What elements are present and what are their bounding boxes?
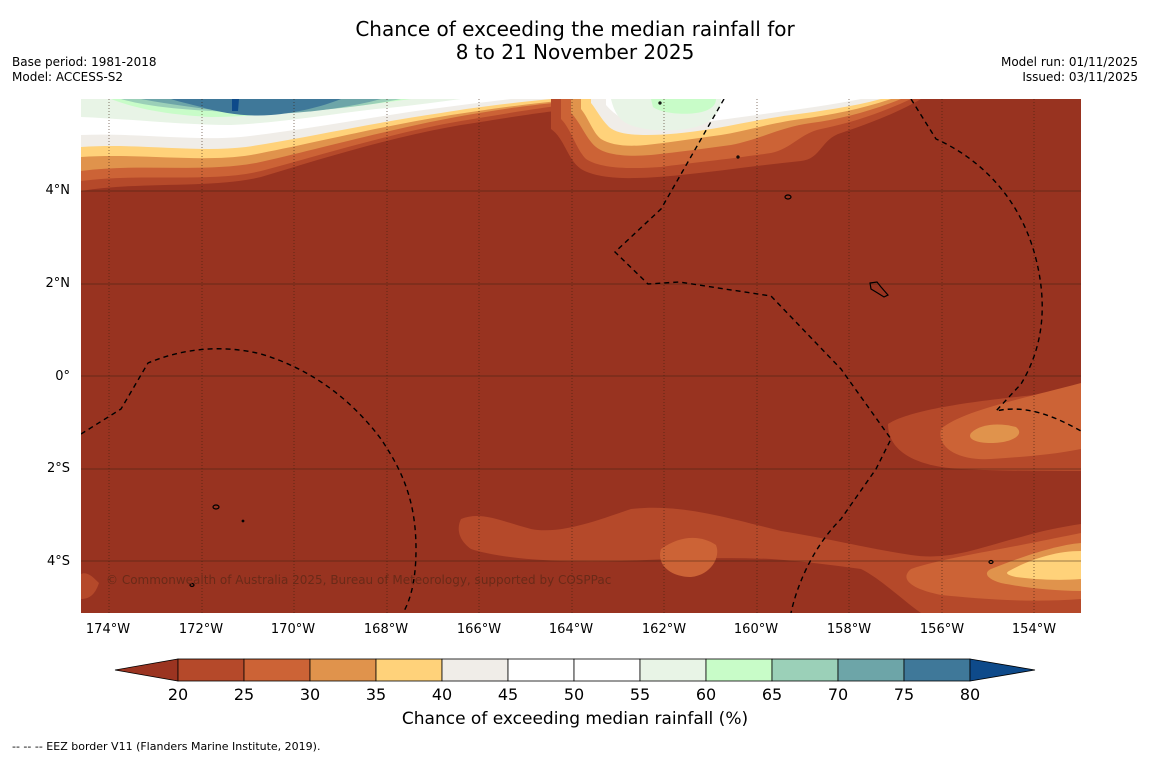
rainfall-map: [81, 99, 1081, 613]
lon-label-168w: 168°W: [363, 622, 409, 637]
east-equatorial-contours: [888, 383, 1081, 471]
colorbar-tick-70: 70: [827, 685, 849, 704]
colorbar-tick-20: 20: [167, 685, 189, 704]
issued-date: Issued: 03/11/2025: [1022, 70, 1138, 84]
lon-label-166w: 166°W: [456, 622, 502, 637]
north-contours: [81, 99, 641, 191]
colorbar-bin-20-25: [177, 658, 245, 682]
lat-label-4s: 4°S: [46, 554, 70, 569]
colorbar-bin-30-35: [309, 658, 377, 682]
colorbar-bin-65-70: [771, 658, 839, 682]
colorbar-bin-60-65: [705, 658, 773, 682]
colorbar-tick-65: 65: [761, 685, 783, 704]
lat-label-0: 0°: [55, 369, 70, 384]
colorbar-tick-35: 35: [365, 685, 387, 704]
colorbar-label: Chance of exceeding median rainfall (%): [401, 709, 749, 729]
colorbar: [114, 658, 1036, 682]
colorbar-tick-45: 45: [497, 685, 519, 704]
eez-borders: [81, 99, 1081, 613]
colorbar-tick-55: 55: [629, 685, 651, 704]
colorbar-bin-40-45: [441, 658, 509, 682]
colorbar-bin-75-80: [903, 658, 971, 682]
copyright-notice: © Commonwealth of Australia 2025, Bureau…: [106, 573, 612, 587]
colorbar-tick-75: 75: [893, 685, 915, 704]
north-center-contours: [551, 99, 921, 179]
lon-label-170w: 170°W: [270, 622, 316, 637]
title-line-1: Chance of exceeding the median rainfall …: [355, 17, 795, 41]
colorbar-tick-40: 40: [431, 685, 453, 704]
lon-label-172w: 172°W: [178, 622, 224, 637]
colorbar-tick-30: 30: [299, 685, 321, 704]
lon-label-160w: 160°W: [733, 622, 779, 637]
colorbar-bin-50-55: [573, 658, 641, 682]
meta-left: Base period: 1981-2018 Model: ACCESS-S2: [12, 55, 157, 85]
eez-footnote: -- -- -- EEZ border V11 (Flanders Marine…: [12, 740, 321, 753]
colorbar-tick-60: 60: [695, 685, 717, 704]
colorbar-tick-80: 80: [959, 685, 981, 704]
lat-label-4n: 4°N: [45, 183, 71, 198]
lon-label-154w: 154°W: [1011, 622, 1057, 637]
meta-right: Model run: 01/11/2025 Issued: 03/11/2025: [1001, 55, 1138, 85]
colorbar-bin-25-30: [243, 658, 311, 682]
colorbar-bin-55-60: [639, 658, 707, 682]
base-period: Base period: 1981-2018: [12, 55, 157, 69]
colorbar-tick-25: 25: [233, 685, 255, 704]
map-title: Chance of exceeding the median rainfall …: [0, 18, 1150, 64]
lat-label-2s: 2°S: [46, 461, 70, 476]
lat-label-2n: 2°N: [45, 276, 71, 291]
model-run: Model run: 01/11/2025: [1000, 55, 1138, 69]
colorbar-low-arrow: [114, 658, 179, 682]
lon-label-162w: 162°W: [641, 622, 687, 637]
colorbar-bin-70-75: [837, 658, 905, 682]
title-line-2: 8 to 21 November 2025: [455, 40, 695, 64]
colorbar-high-arrow: [969, 658, 1036, 682]
colorbar-bin-45-50: [507, 658, 575, 682]
colorbar-tick-50: 50: [563, 685, 585, 704]
islands: [189, 101, 994, 588]
lat-gridlines: [81, 190, 1081, 562]
model-name: Model: ACCESS-S2: [12, 70, 124, 84]
lon-label-164w: 164°W: [548, 622, 594, 637]
lon-label-174w: 174°W: [85, 622, 131, 637]
colorbar-bin-35-40: [375, 658, 443, 682]
lon-label-158w: 158°W: [826, 622, 872, 637]
lon-label-156w: 156°W: [919, 622, 965, 637]
